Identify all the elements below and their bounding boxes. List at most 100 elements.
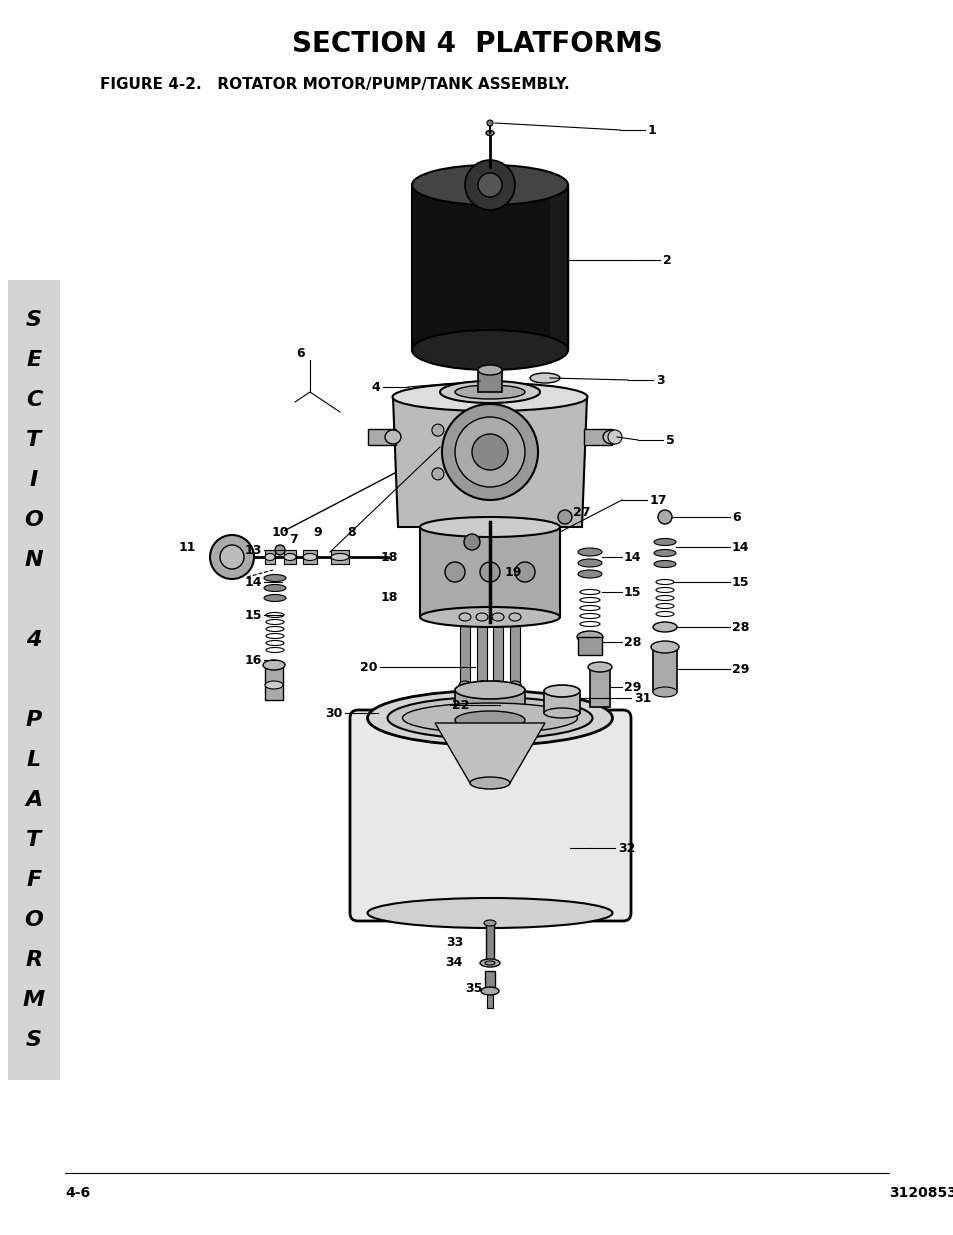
Text: E: E: [27, 350, 42, 370]
Text: 35: 35: [464, 982, 482, 994]
Ellipse shape: [650, 641, 679, 653]
Text: C: C: [26, 390, 42, 410]
Ellipse shape: [412, 330, 567, 370]
Text: S: S: [26, 310, 42, 330]
Bar: [493, 618, 502, 685]
Ellipse shape: [654, 561, 676, 568]
Ellipse shape: [509, 613, 520, 621]
Circle shape: [472, 433, 507, 471]
Ellipse shape: [652, 622, 677, 632]
Ellipse shape: [492, 613, 503, 621]
FancyBboxPatch shape: [350, 710, 630, 921]
Polygon shape: [435, 722, 544, 783]
Text: 14: 14: [731, 541, 749, 553]
Text: 30: 30: [325, 706, 343, 720]
Text: 17: 17: [649, 494, 667, 506]
Ellipse shape: [303, 553, 316, 561]
Text: 9: 9: [314, 526, 322, 538]
Text: 22: 22: [452, 699, 469, 711]
Text: 3120853: 3120853: [888, 1186, 953, 1200]
Text: 10: 10: [271, 526, 289, 538]
Circle shape: [658, 510, 671, 524]
Text: 29: 29: [731, 662, 749, 676]
Text: 11: 11: [178, 541, 195, 553]
Ellipse shape: [367, 898, 612, 927]
Ellipse shape: [578, 571, 601, 578]
Circle shape: [607, 430, 621, 445]
Circle shape: [210, 535, 253, 579]
Polygon shape: [550, 185, 567, 350]
Text: 33: 33: [445, 936, 462, 950]
Text: O: O: [25, 510, 44, 530]
Bar: [510, 618, 519, 685]
Text: 15: 15: [731, 576, 749, 589]
Text: 6: 6: [296, 347, 305, 359]
Ellipse shape: [578, 548, 601, 556]
Ellipse shape: [543, 708, 579, 718]
Ellipse shape: [419, 606, 559, 627]
Text: 34: 34: [445, 956, 462, 969]
Ellipse shape: [264, 574, 286, 582]
Ellipse shape: [484, 961, 495, 965]
Text: T: T: [27, 430, 42, 450]
Text: 18: 18: [380, 551, 397, 563]
Text: P: P: [26, 710, 42, 730]
Text: 5: 5: [665, 433, 674, 447]
Text: 2: 2: [662, 253, 671, 267]
Text: 19: 19: [504, 566, 522, 578]
Ellipse shape: [387, 697, 592, 739]
Ellipse shape: [263, 659, 285, 671]
Ellipse shape: [652, 687, 677, 697]
Bar: [476, 618, 486, 685]
Ellipse shape: [439, 382, 539, 403]
Ellipse shape: [654, 538, 676, 546]
Bar: [455, 690, 524, 720]
Text: 29: 29: [623, 680, 640, 694]
Circle shape: [444, 562, 464, 582]
Ellipse shape: [458, 613, 471, 621]
Bar: [543, 692, 579, 713]
Ellipse shape: [480, 987, 498, 995]
Ellipse shape: [577, 631, 602, 643]
Text: 4: 4: [27, 630, 42, 650]
Text: O: O: [25, 910, 44, 930]
Ellipse shape: [479, 960, 499, 967]
Text: I: I: [30, 471, 38, 490]
Text: S: S: [26, 1030, 42, 1050]
Circle shape: [463, 534, 479, 550]
Text: 8: 8: [347, 526, 355, 538]
Text: FIGURE 4-2.   ROTATOR MOTOR/PUMP/TANK ASSEMBLY.: FIGURE 4-2. ROTATOR MOTOR/PUMP/TANK ASSE…: [100, 77, 569, 91]
Ellipse shape: [509, 680, 520, 689]
Ellipse shape: [578, 559, 601, 567]
Text: 15: 15: [244, 609, 262, 621]
Circle shape: [432, 424, 443, 436]
Text: 6: 6: [731, 510, 740, 524]
Ellipse shape: [485, 131, 494, 136]
Ellipse shape: [587, 662, 612, 672]
Ellipse shape: [455, 385, 524, 399]
Circle shape: [464, 161, 515, 210]
Text: 32: 32: [618, 841, 635, 855]
Ellipse shape: [458, 680, 471, 689]
Ellipse shape: [412, 165, 567, 205]
Circle shape: [479, 562, 499, 582]
Bar: [459, 618, 470, 685]
Ellipse shape: [284, 553, 295, 561]
Ellipse shape: [543, 685, 579, 697]
Text: SECTION 4  PLATFORMS: SECTION 4 PLATFORMS: [292, 30, 661, 58]
Ellipse shape: [476, 613, 488, 621]
Ellipse shape: [470, 777, 510, 789]
Ellipse shape: [367, 690, 612, 746]
Text: 28: 28: [623, 636, 640, 648]
Text: T: T: [27, 830, 42, 850]
Bar: [477, 370, 501, 391]
Text: 27: 27: [573, 505, 590, 519]
Ellipse shape: [530, 373, 559, 383]
Ellipse shape: [402, 703, 577, 734]
Bar: [8, 280, 60, 1079]
Bar: [265, 550, 274, 564]
Bar: [368, 429, 395, 445]
Circle shape: [441, 404, 537, 500]
Ellipse shape: [385, 430, 400, 445]
Circle shape: [558, 510, 572, 524]
